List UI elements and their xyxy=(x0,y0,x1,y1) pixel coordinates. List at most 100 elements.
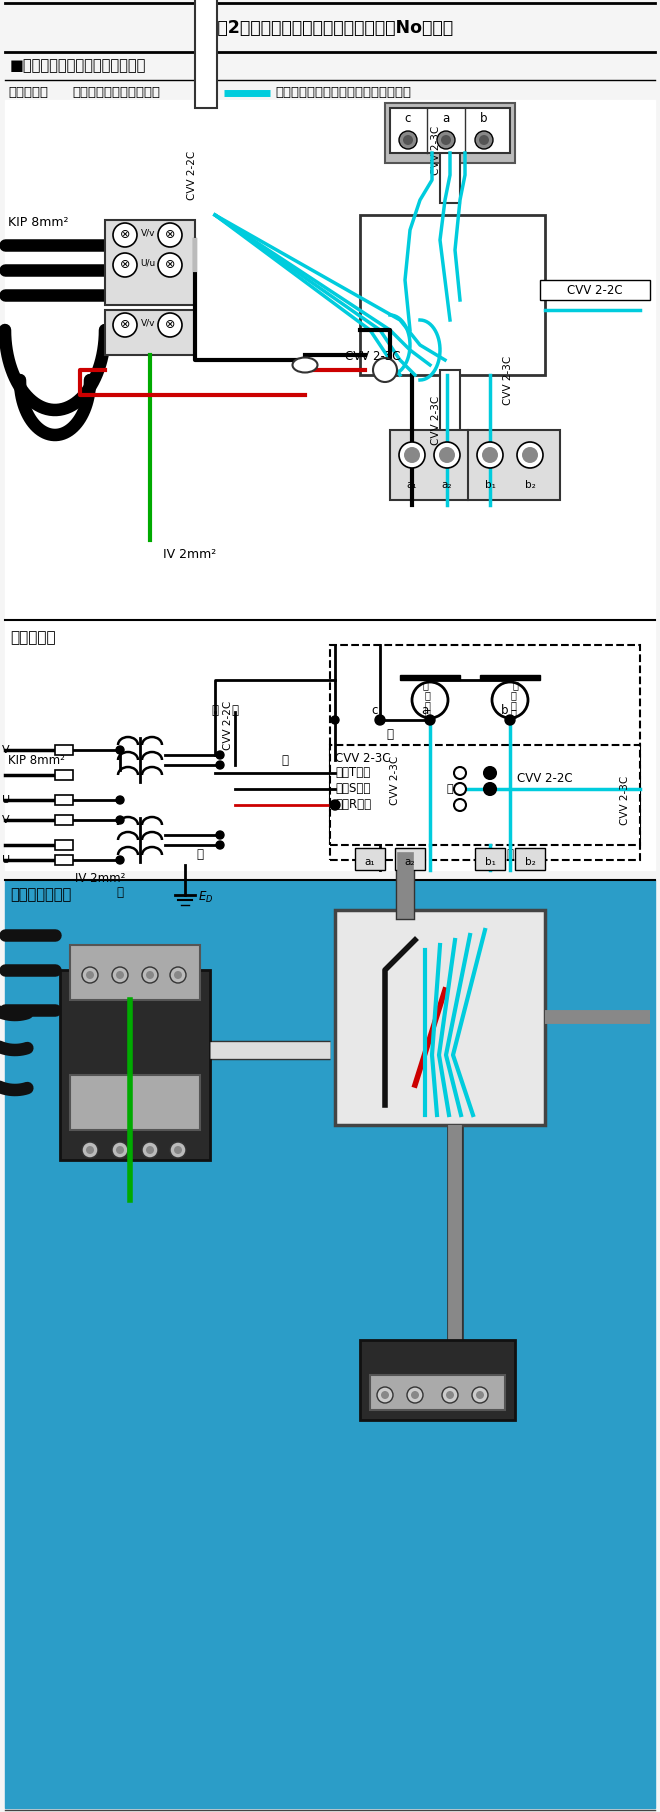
Bar xyxy=(385,103,515,163)
Bar xyxy=(355,848,385,870)
Circle shape xyxy=(116,971,124,978)
Bar xyxy=(440,370,460,466)
Text: IV 2mm²: IV 2mm² xyxy=(75,872,125,884)
Text: 小: 小 xyxy=(447,785,453,794)
Circle shape xyxy=(522,448,538,464)
Text: U: U xyxy=(2,795,10,805)
Circle shape xyxy=(437,130,455,149)
Circle shape xyxy=(484,766,496,779)
Circle shape xyxy=(407,1386,423,1402)
Bar xyxy=(515,848,545,870)
Circle shape xyxy=(411,1392,419,1399)
Text: b₂: b₂ xyxy=(525,480,535,489)
Text: 赤: 赤 xyxy=(422,680,428,690)
Circle shape xyxy=(479,136,489,145)
Circle shape xyxy=(86,1145,94,1154)
Text: ⊗: ⊗ xyxy=(165,319,176,332)
Circle shape xyxy=(381,1392,389,1399)
Bar xyxy=(55,795,73,805)
Text: 赤（R相）: 赤（R相） xyxy=(335,799,371,812)
Circle shape xyxy=(216,761,224,768)
Text: CVV 2-3C: CVV 2-3C xyxy=(620,776,630,824)
Circle shape xyxy=(404,448,420,464)
Bar xyxy=(390,429,560,500)
Text: a: a xyxy=(442,112,449,125)
Circle shape xyxy=(216,841,224,850)
Circle shape xyxy=(331,716,339,725)
Text: V: V xyxy=(2,815,10,824)
Text: CVV 2-3C: CVV 2-3C xyxy=(503,355,513,404)
Bar xyxy=(195,0,217,109)
Circle shape xyxy=(399,130,417,149)
Text: 白: 白 xyxy=(387,728,393,741)
Bar xyxy=(105,219,195,304)
Circle shape xyxy=(505,716,515,725)
Circle shape xyxy=(482,448,498,464)
Text: CVV 2-2C: CVV 2-2C xyxy=(223,701,233,750)
Circle shape xyxy=(113,254,137,277)
Circle shape xyxy=(425,716,435,725)
Text: a: a xyxy=(421,703,428,716)
Text: ン: ン xyxy=(424,699,430,710)
Text: 黒: 黒 xyxy=(506,848,513,861)
Bar xyxy=(440,149,460,203)
Circle shape xyxy=(477,442,503,467)
Text: 【概念図】: 【概念図】 xyxy=(8,87,48,100)
Text: CVV 2-2C: CVV 2-2C xyxy=(567,283,623,297)
Text: a₁: a₁ xyxy=(365,857,376,866)
Text: c: c xyxy=(405,112,411,125)
Bar xyxy=(475,848,505,870)
Text: a₁: a₁ xyxy=(407,480,417,489)
Text: CVV 2-3C: CVV 2-3C xyxy=(335,752,391,765)
Text: CVV 2-3C: CVV 2-3C xyxy=(345,350,401,364)
Circle shape xyxy=(142,968,158,982)
Text: 黒: 黒 xyxy=(211,705,218,718)
Text: 白: 白 xyxy=(197,848,203,861)
Circle shape xyxy=(116,815,124,824)
Circle shape xyxy=(492,681,528,718)
Circle shape xyxy=(484,783,496,795)
Circle shape xyxy=(373,359,397,382)
Text: b: b xyxy=(501,703,509,716)
Text: a₂: a₂ xyxy=(442,480,452,489)
Bar xyxy=(55,770,73,779)
Bar xyxy=(395,848,425,870)
Text: ラ: ラ xyxy=(510,690,516,699)
Text: プ: プ xyxy=(424,708,430,718)
Circle shape xyxy=(412,681,448,718)
Bar xyxy=(400,676,460,680)
Circle shape xyxy=(399,442,425,467)
Text: 図中の電線色別のうち、: 図中の電線色別のうち、 xyxy=(72,87,160,100)
Circle shape xyxy=(116,855,124,864)
Text: ⊗: ⊗ xyxy=(165,259,176,272)
Circle shape xyxy=(174,1145,182,1154)
Circle shape xyxy=(82,968,98,982)
Text: 白: 白 xyxy=(282,754,288,766)
Bar xyxy=(480,676,540,680)
Text: CVV 2-2C: CVV 2-2C xyxy=(187,150,197,199)
Circle shape xyxy=(113,313,137,337)
Bar xyxy=(105,310,195,355)
Text: CVV 2-3C: CVV 2-3C xyxy=(431,125,441,174)
Text: CVV 2-3C: CVV 2-3C xyxy=(431,395,441,444)
Bar xyxy=(335,910,545,1125)
Circle shape xyxy=(403,136,413,145)
Bar xyxy=(370,1375,505,1410)
Circle shape xyxy=(454,766,466,779)
Circle shape xyxy=(434,442,460,467)
Bar xyxy=(360,1341,515,1421)
Text: a₂: a₂ xyxy=(405,857,415,866)
Circle shape xyxy=(170,1142,186,1158)
Text: CVV 2-3C: CVV 2-3C xyxy=(390,756,400,805)
Bar xyxy=(360,216,545,375)
Circle shape xyxy=(441,136,451,145)
Text: b: b xyxy=(480,112,488,125)
Text: 黒（T相）: 黒（T相） xyxy=(335,766,370,779)
Text: 緑: 緑 xyxy=(117,886,123,899)
Circle shape xyxy=(476,1392,484,1399)
Text: U/u: U/u xyxy=(141,259,156,268)
Circle shape xyxy=(158,313,182,337)
Circle shape xyxy=(170,968,186,982)
Circle shape xyxy=(112,968,128,982)
Circle shape xyxy=(454,783,466,795)
